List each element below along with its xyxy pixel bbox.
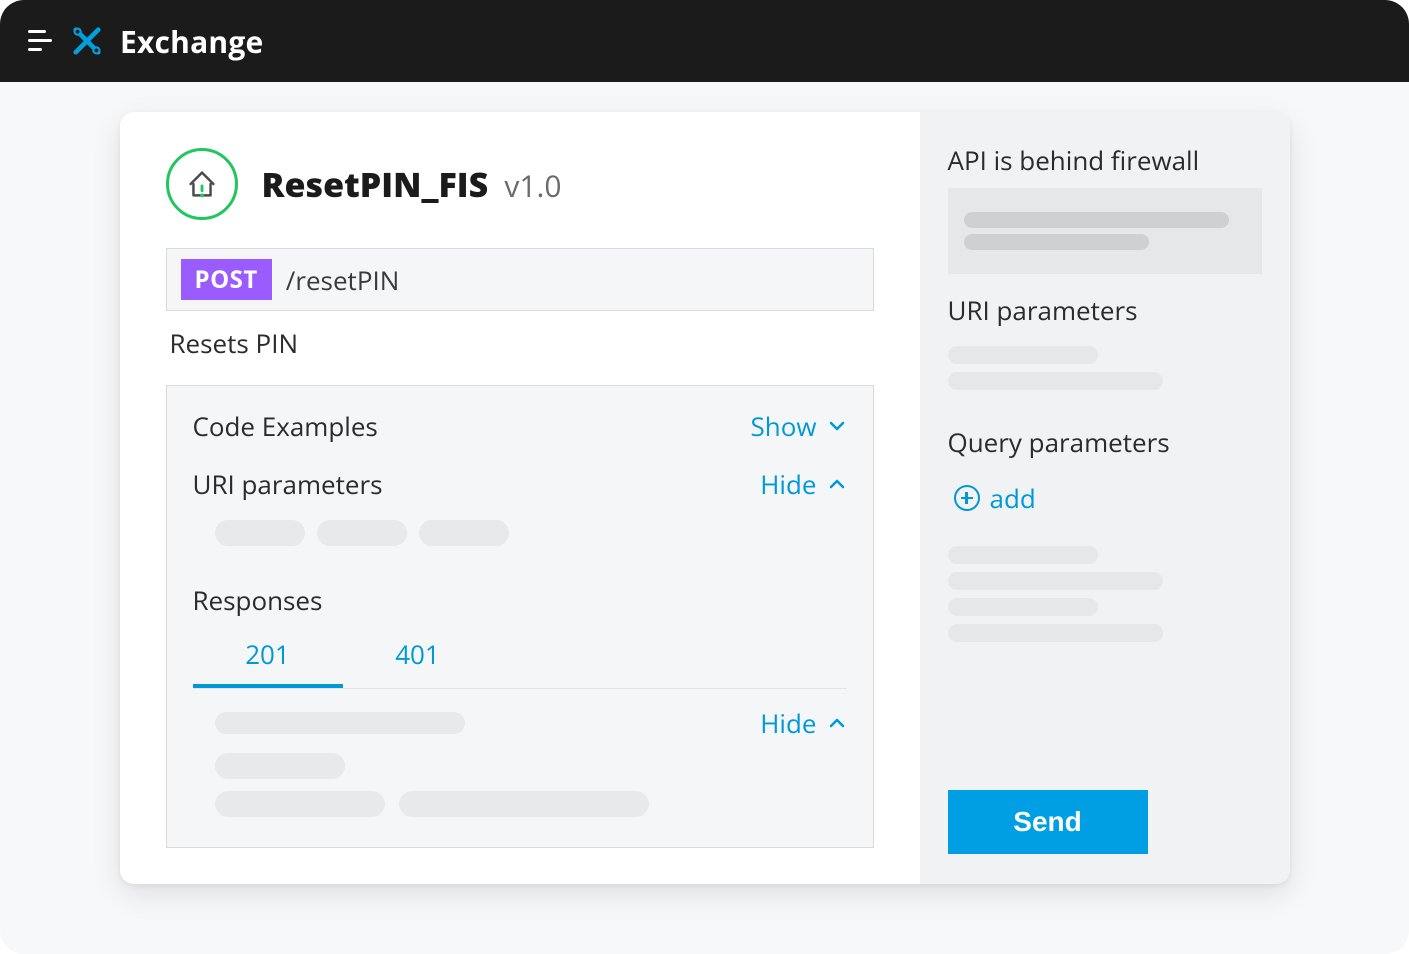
- query-params-heading: Query parameters: [948, 424, 1262, 460]
- api-title-group: ResetPIN_FIS v1.0: [262, 161, 562, 207]
- firewall-info-placeholder: [948, 188, 1262, 274]
- response-tab-201[interactable]: 201: [193, 626, 343, 688]
- response-body: Hide: [193, 689, 847, 817]
- code-examples-toggle[interactable]: Show: [751, 408, 847, 444]
- uri-parameters-toggle-label: Hide: [760, 466, 816, 502]
- placeholder-bar: [948, 346, 1098, 364]
- response-body-toggle-label: Hide: [760, 705, 816, 741]
- uri-params-heading: URI parameters: [948, 292, 1262, 328]
- placeholder-pill: [419, 520, 509, 546]
- chevron-up-icon: [827, 474, 847, 494]
- responses-label: Responses: [193, 582, 847, 618]
- placeholder-bar: [948, 372, 1163, 390]
- placeholder-bar: [948, 546, 1098, 564]
- examples-panel: Code Examples Show URI parameters Hide: [166, 385, 874, 848]
- response-tabs: 201 401: [193, 626, 847, 689]
- placeholder-pill: [317, 520, 407, 546]
- app-shell: Exchange ResetPIN_FIS: [0, 0, 1409, 954]
- firewall-heading: API is behind firewall: [948, 142, 1262, 178]
- placeholder-pill: [399, 791, 649, 817]
- send-button[interactable]: Send: [948, 790, 1148, 854]
- placeholder-pill: [215, 791, 385, 817]
- uri-parameters-toggle[interactable]: Hide: [760, 466, 846, 502]
- response-tab-401[interactable]: 401: [343, 626, 493, 688]
- placeholder-pill: [215, 712, 465, 734]
- code-examples-header: Code Examples Show: [193, 408, 847, 444]
- code-examples-label: Code Examples: [193, 408, 378, 444]
- endpoint-box: POST /resetPIN: [166, 248, 874, 311]
- placeholder-pill: [215, 520, 305, 546]
- api-title-row: ResetPIN_FIS v1.0: [166, 148, 874, 220]
- placeholder-bar: [964, 234, 1149, 250]
- add-query-param-button[interactable]: add: [954, 480, 1262, 516]
- placeholder-pill: [215, 753, 345, 779]
- placeholder-bar: [948, 624, 1163, 642]
- response-body-toggle[interactable]: Hide: [760, 705, 846, 741]
- endpoint-description: Resets PIN: [170, 325, 870, 361]
- canvas: ResetPIN_FIS v1.0 POST /resetPIN Resets …: [0, 82, 1409, 954]
- uri-parameters-label: URI parameters: [193, 466, 383, 502]
- main-panel: ResetPIN_FIS v1.0 POST /resetPIN Resets …: [120, 112, 920, 884]
- api-version: v1.0: [504, 165, 561, 206]
- uri-parameters-header: URI parameters Hide: [193, 466, 847, 502]
- api-type-icon: [166, 148, 238, 220]
- brand-title: Exchange: [120, 21, 263, 62]
- chevron-up-icon: [827, 713, 847, 733]
- api-name: ResetPIN_FIS: [262, 161, 489, 207]
- chevron-down-icon: [827, 416, 847, 436]
- plus-circle-icon: [954, 485, 980, 511]
- side-panel: API is behind firewall URI parameters Qu…: [920, 112, 1290, 884]
- endpoint-path: /resetPIN: [286, 262, 400, 298]
- exchange-logo-icon: [72, 26, 102, 56]
- query-params-placeholder: [948, 538, 1262, 650]
- uri-parameters-placeholder: [193, 514, 847, 564]
- placeholder-bar: [948, 598, 1098, 616]
- http-method-badge: POST: [181, 259, 272, 300]
- placeholder-bar: [964, 212, 1229, 228]
- uri-params-placeholder: [948, 338, 1262, 398]
- api-card: ResetPIN_FIS v1.0 POST /resetPIN Resets …: [120, 112, 1290, 884]
- topbar: Exchange: [0, 0, 1409, 82]
- placeholder-bar: [948, 572, 1163, 590]
- add-label: add: [990, 480, 1036, 516]
- menu-icon[interactable]: [28, 28, 54, 54]
- code-examples-toggle-label: Show: [751, 408, 817, 444]
